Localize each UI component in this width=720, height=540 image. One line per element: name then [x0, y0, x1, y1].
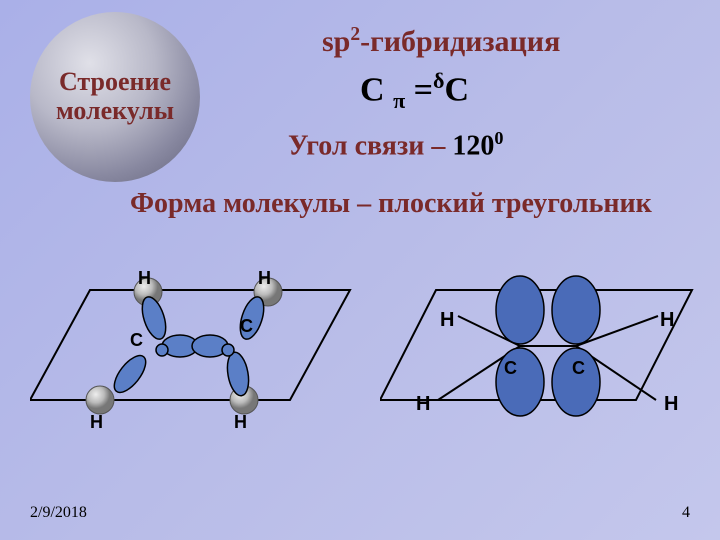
orbital-backlobe [156, 344, 168, 356]
diagram-left: H H H H C C [30, 250, 360, 440]
heading-post: -гибридизация [360, 25, 560, 58]
label-h: H [138, 268, 151, 288]
footer-date: 2/9/2018 [30, 504, 87, 522]
angle-sup: 0 [494, 128, 503, 148]
bond-angle-line: Угол связи – 1200 [288, 128, 503, 162]
label-h: H [258, 268, 271, 288]
label-h: H [90, 412, 103, 432]
badge-line2: молекулы [56, 97, 174, 126]
angle-label: Угол связи – [288, 130, 452, 161]
label-c: C [130, 330, 143, 350]
badge-line1: Строение [59, 68, 171, 97]
orbital-backlobe [222, 344, 234, 356]
label-h: H [660, 309, 674, 331]
formula: C π =δC [360, 68, 469, 114]
formula-pi: π [393, 88, 405, 113]
heading-sup: 2 [350, 24, 360, 45]
formula-eq: = [405, 71, 433, 108]
molecule-shape-line: Форма молекулы – плоский треугольник [130, 188, 652, 220]
footer-page: 4 [682, 504, 690, 522]
formula-delta: δ [433, 68, 444, 93]
label-c: C [504, 358, 517, 378]
heading-hybridization: sp2-гибридизация [322, 24, 560, 59]
label-h: H [416, 393, 430, 415]
pi-lobe [552, 276, 600, 344]
diagram-right: H H H H C C [380, 250, 700, 440]
orbital-lobe [224, 351, 251, 398]
h-atom [86, 386, 114, 414]
label-h: H [664, 393, 678, 415]
heading-pre: sp [322, 25, 350, 58]
label-c: C [240, 316, 253, 336]
label-h: H [440, 309, 454, 331]
formula-c1: C [360, 71, 393, 108]
label-h: H [234, 412, 247, 432]
formula-c2: C [445, 71, 470, 108]
angle-value: 120 [452, 130, 494, 161]
label-c: C [572, 358, 585, 378]
title-badge: Строение молекулы [30, 12, 200, 182]
orbital-lobe [109, 351, 152, 398]
pi-lobe [496, 276, 544, 344]
